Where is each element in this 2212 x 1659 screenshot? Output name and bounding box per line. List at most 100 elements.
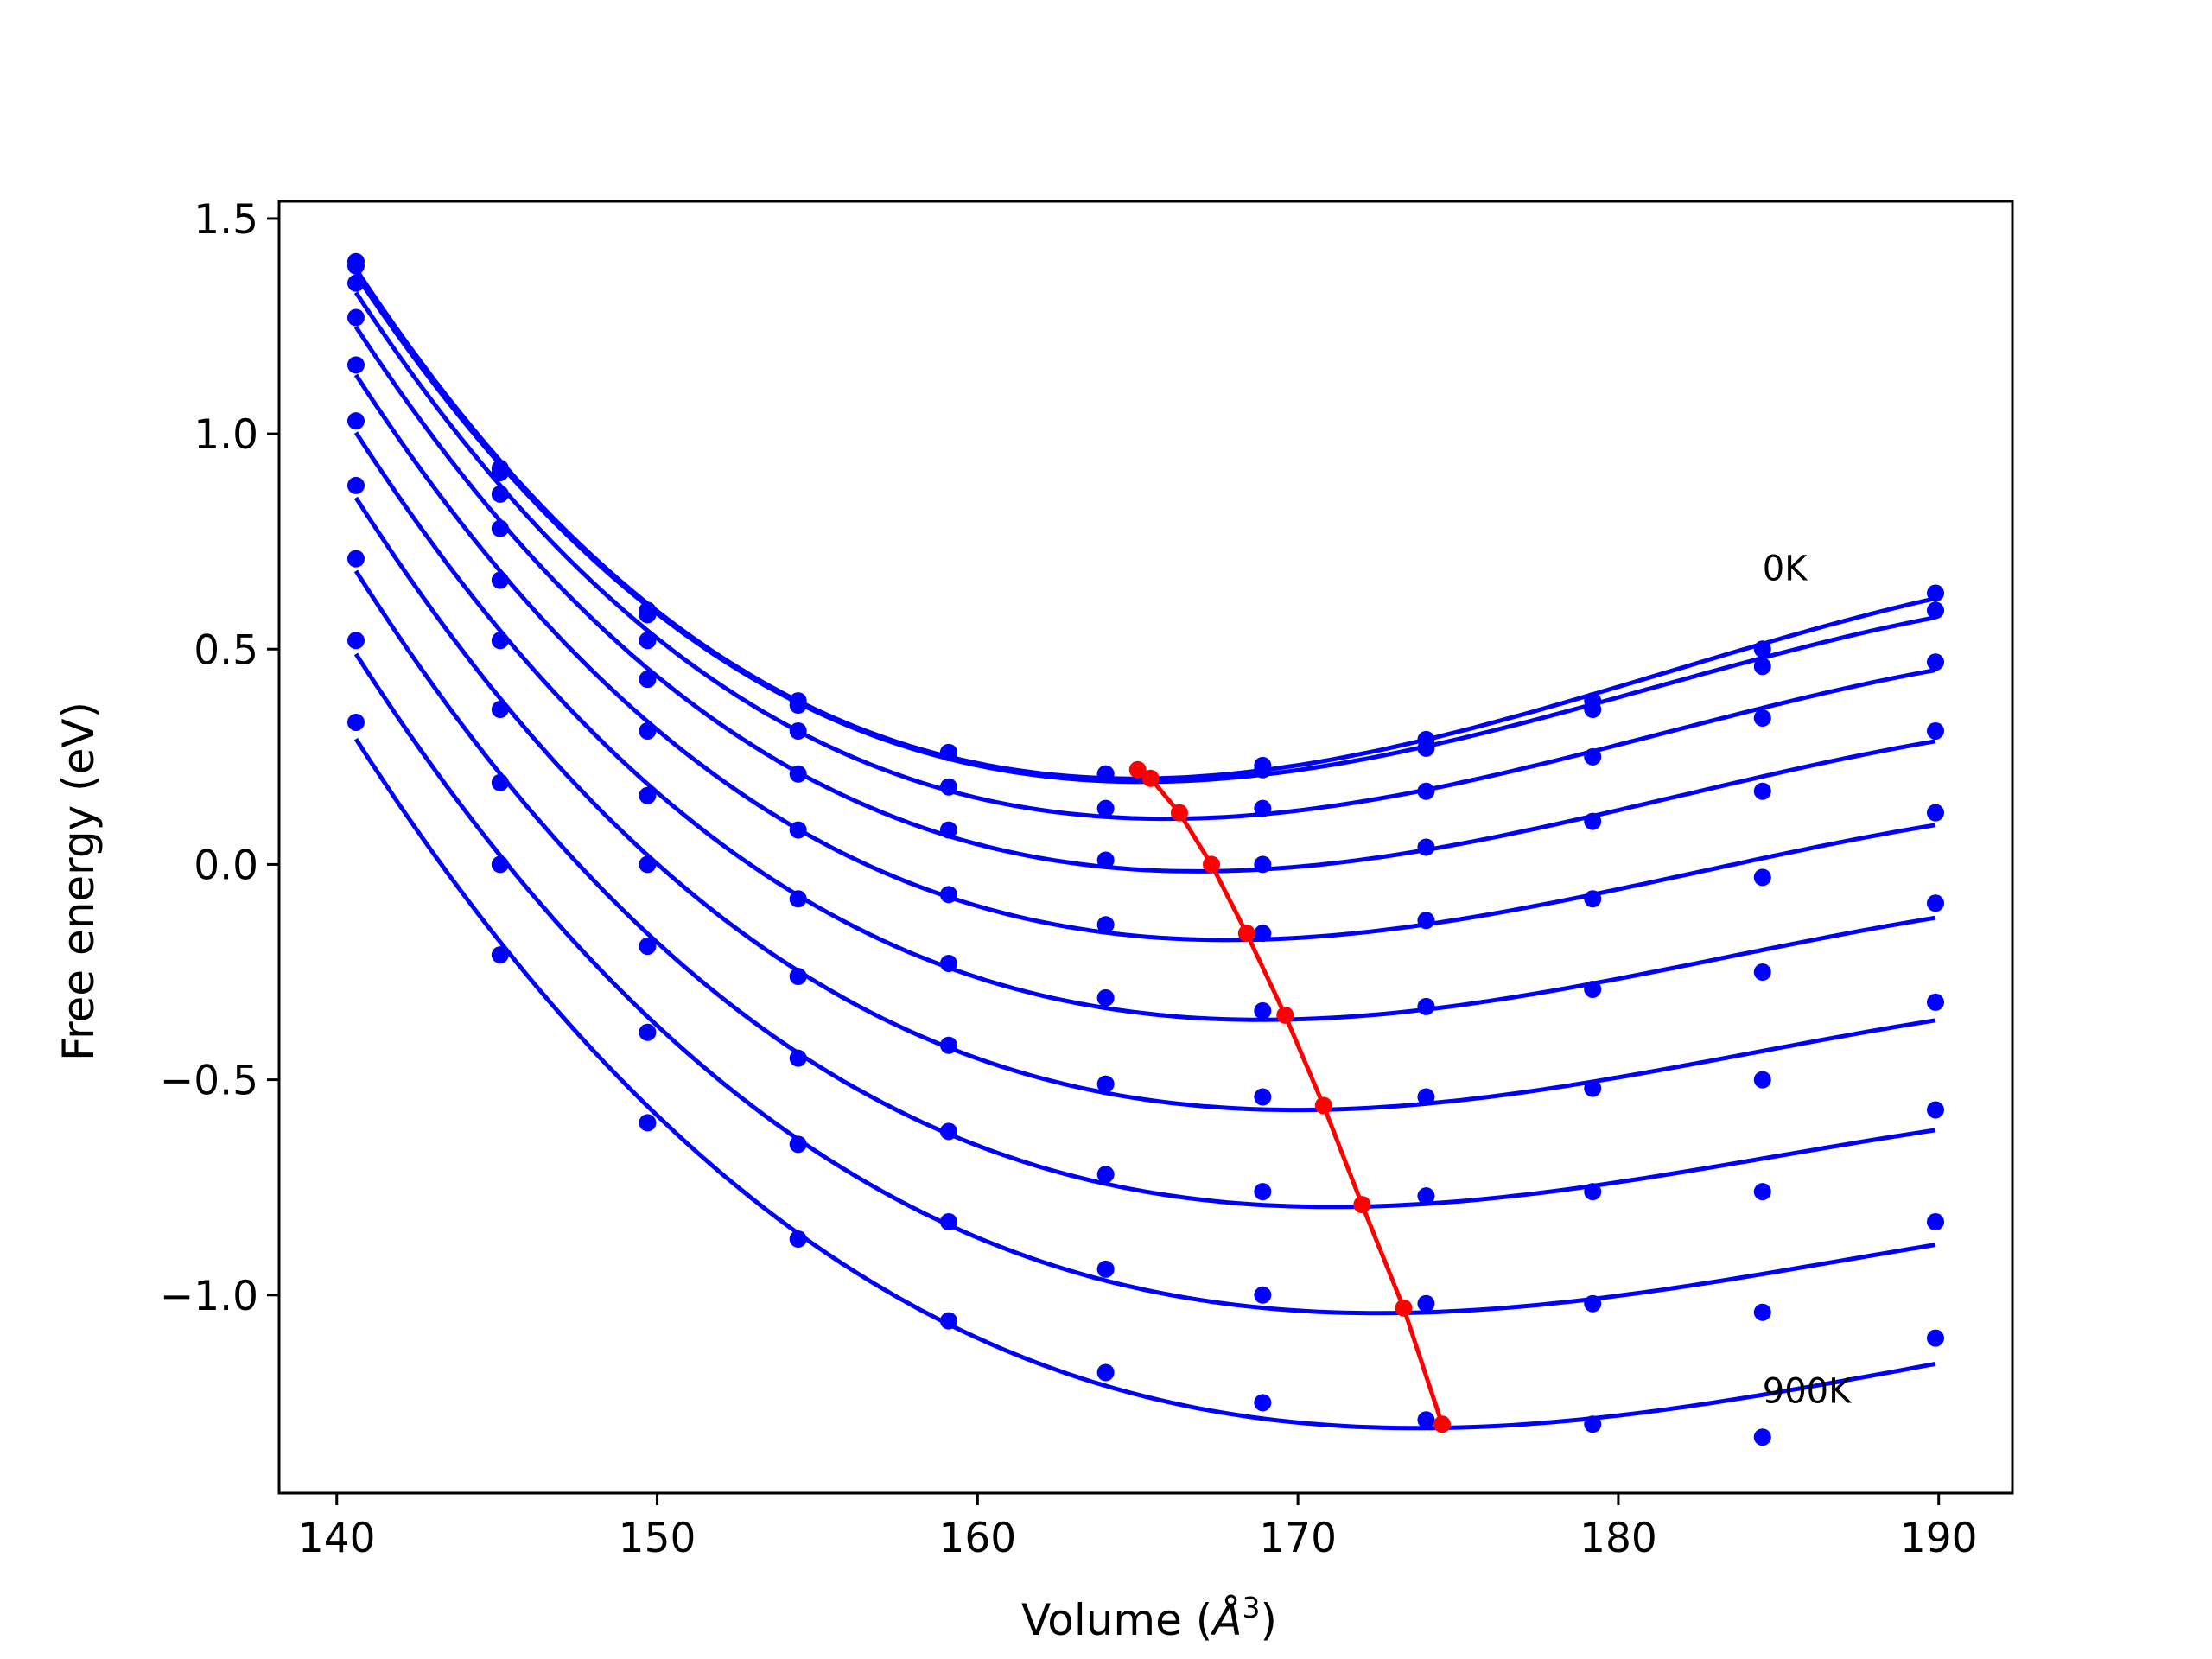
- x-axis-label-base: Volume (: [1021, 1595, 1212, 1645]
- data-point: [1753, 1303, 1771, 1321]
- minimum-point: [1237, 925, 1255, 943]
- data-point: [1584, 890, 1602, 908]
- data-point: [1753, 782, 1771, 800]
- data-point: [491, 701, 509, 719]
- data-point: [1096, 1260, 1115, 1278]
- data-point: [639, 606, 657, 624]
- data-point: [1417, 1294, 1435, 1313]
- data-point: [1927, 1329, 1945, 1347]
- fit-curve-8: [353, 652, 1936, 1316]
- data-point: [1753, 1071, 1771, 1089]
- x-axis-label-exponent: 3: [1243, 1591, 1261, 1624]
- data-point: [1753, 1183, 1771, 1201]
- data-point: [1753, 963, 1771, 982]
- minimum-point: [1395, 1299, 1413, 1317]
- data-point: [1584, 1415, 1602, 1433]
- data-point: [491, 571, 509, 589]
- data-point: [346, 713, 365, 731]
- data-point: [1927, 1101, 1945, 1119]
- data-point: [1417, 1411, 1435, 1429]
- data-point: [939, 886, 957, 904]
- data-point: [639, 855, 657, 874]
- data-point: [1254, 760, 1272, 779]
- data-point: [1254, 1001, 1272, 1020]
- data-point: [346, 356, 365, 374]
- data-point: [491, 485, 509, 503]
- plot-frame: [277, 200, 2014, 1495]
- data-point: [1927, 993, 1945, 1011]
- data-point: [1254, 855, 1272, 874]
- data-point: [639, 1023, 657, 1041]
- data-point: [1417, 1187, 1435, 1205]
- x-tick-label: 170: [1259, 1515, 1337, 1562]
- data-point: [491, 632, 509, 650]
- data-point: [346, 308, 365, 327]
- data-point: [1927, 601, 1945, 620]
- x-axis-label-unit: Å: [1210, 1595, 1242, 1645]
- data-point: [1417, 1088, 1435, 1106]
- minimum-point: [1276, 1006, 1294, 1024]
- minimum-point: [1128, 760, 1147, 779]
- data-point: [491, 855, 509, 874]
- fit-curve-5: [353, 431, 1936, 1022]
- annotations-layer: 0K 900K: [1763, 550, 1853, 1412]
- minima-layer: [1128, 760, 1451, 1433]
- data-point: [1927, 894, 1945, 912]
- data-point: [789, 721, 807, 740]
- data-point: [1417, 782, 1435, 800]
- data-point: [789, 765, 807, 783]
- fit-curve-7: [353, 569, 1936, 1210]
- data-point: [346, 412, 365, 430]
- data-point: [491, 519, 509, 537]
- annotation-label: 0K: [1763, 550, 1808, 589]
- fit-curve-3: [353, 325, 1936, 874]
- data-point: [491, 463, 509, 481]
- data-point: [1927, 653, 1945, 671]
- x-tick-label: 140: [298, 1515, 376, 1562]
- data-point: [1096, 1166, 1115, 1184]
- data-point: [1254, 1183, 1272, 1201]
- data-point: [789, 696, 807, 715]
- curves-layer: [353, 267, 1936, 1431]
- x-tick-label: 160: [938, 1515, 1016, 1562]
- y-tick-label: −1.0: [160, 1273, 258, 1320]
- data-point: [639, 671, 657, 689]
- x-tick-label: 150: [619, 1515, 696, 1562]
- data-point: [346, 632, 365, 650]
- fit-curve-9: [353, 737, 1936, 1431]
- data-point: [1584, 812, 1602, 830]
- fit-curve-2: [353, 291, 1936, 822]
- data-point: [939, 743, 957, 761]
- data-point: [1584, 1183, 1602, 1201]
- fit-curve-4: [353, 373, 1936, 943]
- data-point: [639, 632, 657, 650]
- x-axis-ticks: 140 150 160 170 180 190: [298, 1493, 1978, 1562]
- data-point: [1096, 916, 1115, 934]
- y-tick-label: 0.0: [194, 842, 258, 889]
- data-point: [1254, 1088, 1272, 1106]
- data-point: [1096, 765, 1115, 783]
- data-point: [1753, 868, 1771, 887]
- data-point: [789, 1049, 807, 1067]
- data-point: [939, 1213, 957, 1231]
- data-point: [639, 938, 657, 956]
- data-point: [1753, 1428, 1771, 1446]
- data-point: [1254, 925, 1272, 943]
- x-tick-label: 180: [1580, 1515, 1657, 1562]
- data-point: [346, 550, 365, 568]
- data-point: [1753, 709, 1771, 727]
- data-point: [1927, 1213, 1945, 1231]
- points-layer: [346, 252, 1945, 1446]
- data-point: [639, 1114, 657, 1132]
- data-point: [346, 476, 365, 494]
- minimum-point: [1141, 769, 1160, 787]
- fit-curve-6: [353, 496, 1936, 1113]
- data-point: [639, 786, 657, 804]
- data-point: [1927, 804, 1945, 822]
- data-point: [789, 1135, 807, 1154]
- data-point: [1417, 912, 1435, 930]
- minimum-point: [1203, 855, 1221, 874]
- data-point: [1254, 799, 1272, 817]
- data-point: [1254, 1286, 1272, 1304]
- data-point: [1096, 988, 1115, 1007]
